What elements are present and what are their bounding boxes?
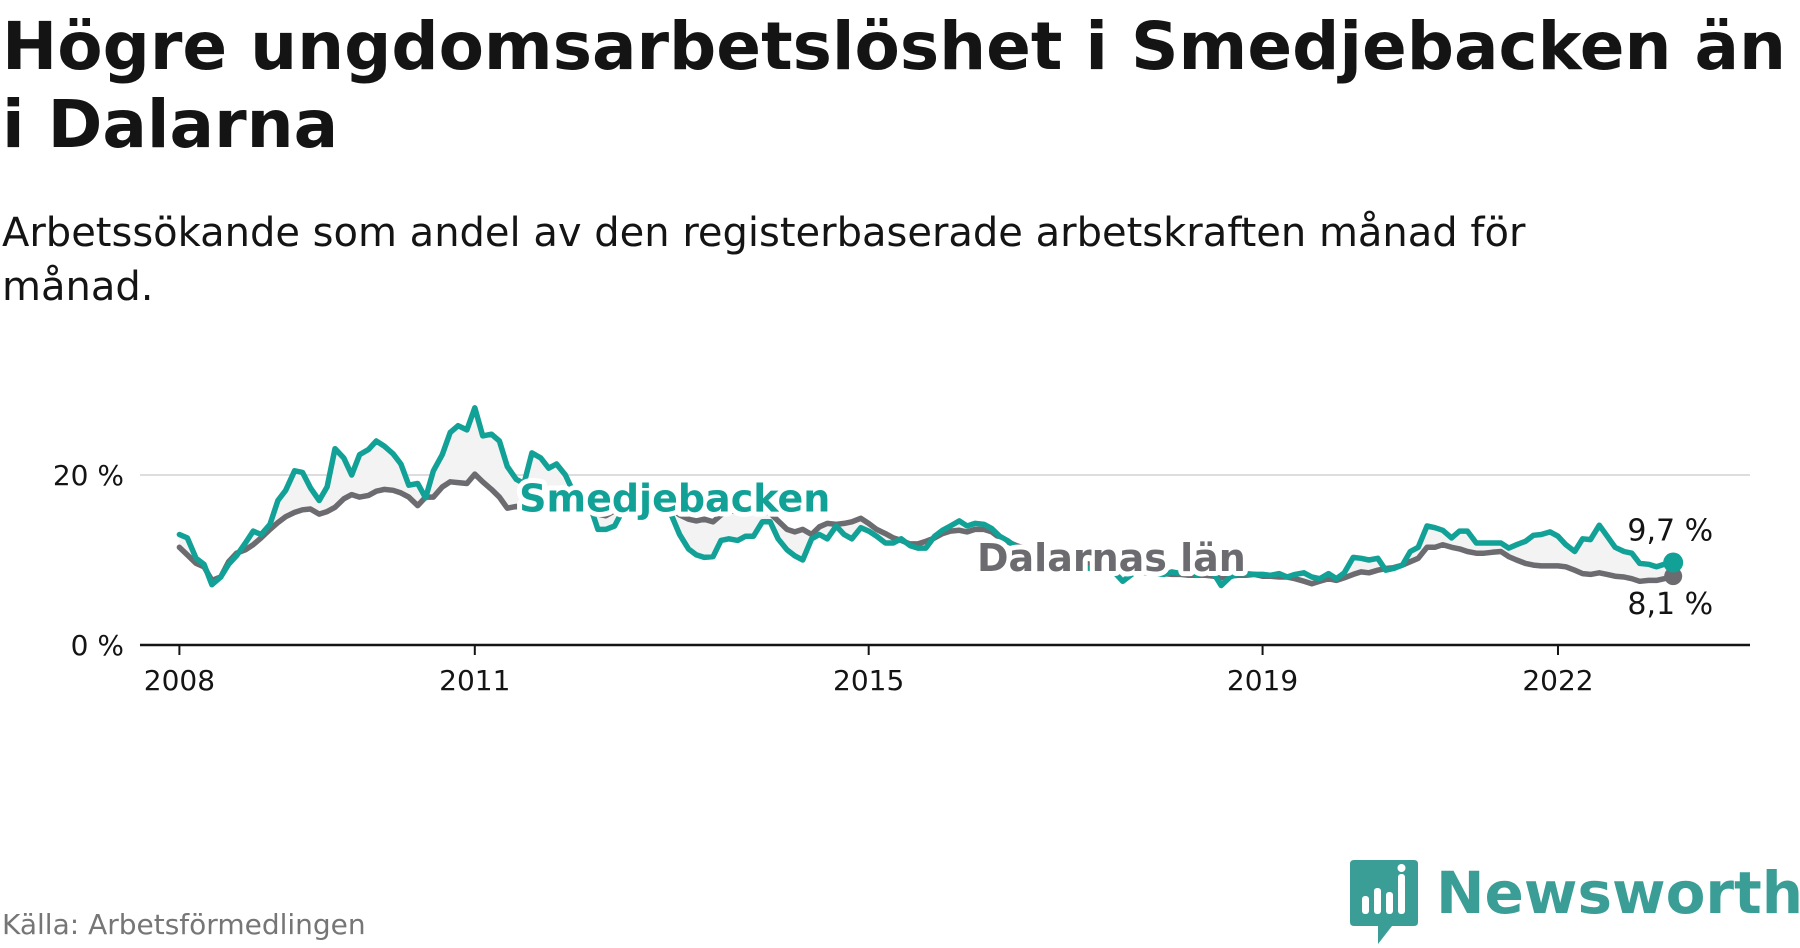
y-tick-label-20: 20 % bbox=[53, 459, 124, 492]
x-tick-label-2015: 2015 bbox=[833, 664, 904, 697]
x-tick-label-2019: 2019 bbox=[1227, 664, 1298, 697]
chart-title: Högre ungdomsarbetslöshet i Smedjebacken… bbox=[2, 8, 1786, 163]
x-tick-label-2011: 2011 bbox=[439, 664, 510, 697]
source-note: Källa: Arbetsförmedlingen bbox=[2, 908, 366, 941]
series-label-smedjebacken: Smedjebacken bbox=[519, 477, 830, 521]
axes: 0 % 20 % 2008 2011 2015 2019 2022 bbox=[53, 459, 1750, 697]
x-tick-label-2022: 2022 bbox=[1522, 664, 1593, 697]
end-point-dalarnas-lan bbox=[1664, 567, 1683, 586]
series-line-smedjebacken bbox=[176, 405, 1676, 589]
y-tick-label-0: 0 % bbox=[71, 629, 124, 662]
x-tick-label-2008: 2008 bbox=[144, 664, 215, 697]
series-lines bbox=[176, 405, 1684, 589]
end-point-smedjebacken bbox=[1663, 552, 1684, 573]
chart-subtitle: Arbetssökande som andel av den registerb… bbox=[2, 210, 1526, 310]
end-label-dalarnas-lan: 8,1 % bbox=[1627, 587, 1713, 622]
series-label-dalarnas-lan: Dalarnas län bbox=[977, 536, 1246, 580]
newsworthy-logo: Newsworthy bbox=[1348, 858, 1800, 948]
newsworthy-logo-icon bbox=[1350, 860, 1418, 944]
logo-text: Newsworthy bbox=[1436, 859, 1800, 927]
end-label-smedjebacken: 9,7 % bbox=[1627, 514, 1713, 549]
line-chart: 0 % 20 % 2008 2011 2015 2019 2022 Smedjebacken… bbox=[53, 405, 1750, 697]
chart-labels: Smedjebacken Dalarnas län 9,7 % 8,1 % bbox=[514, 472, 1716, 626]
